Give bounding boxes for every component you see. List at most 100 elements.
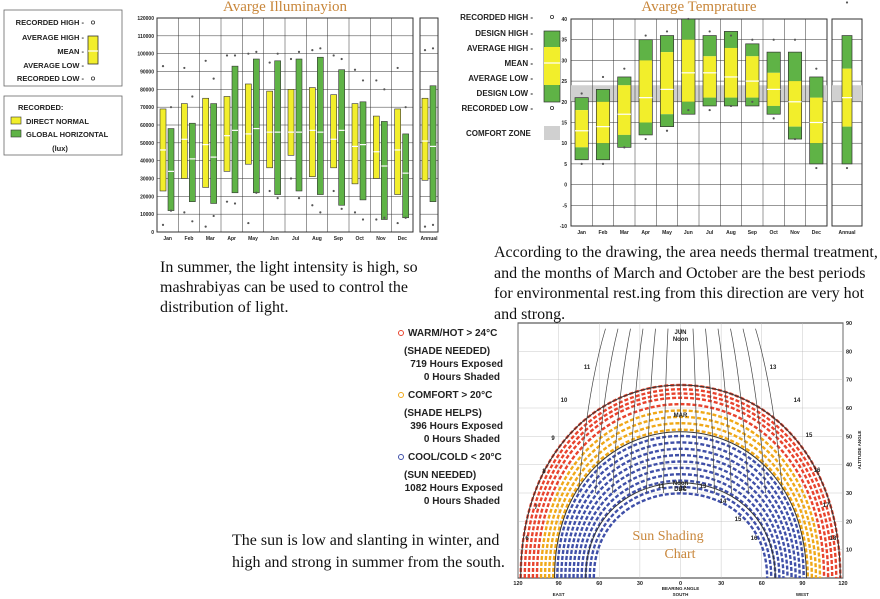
sunpath-hour-line — [755, 328, 783, 494]
direct-record-high — [204, 59, 207, 62]
global-horizontal-bar — [274, 60, 281, 195]
direct-normal-bar — [394, 108, 401, 195]
global-horizontal-bar — [295, 58, 303, 192]
temp-bar-middle — [639, 60, 653, 123]
sunpath-bearing-tick: 90 — [799, 581, 805, 587]
sunpath-hour-line — [730, 328, 749, 494]
sunpath-hour-label: 18 — [830, 536, 837, 542]
temp-bar-record-low — [580, 162, 583, 165]
temp-bar-record-high — [687, 17, 690, 21]
legend-average-low: AVERAGE LOW - — [23, 61, 84, 70]
sunpath-hour-line — [692, 328, 698, 494]
global-record-high — [340, 57, 343, 61]
temp-x-tick: Mar — [620, 230, 629, 236]
temp-bar-upper — [660, 35, 674, 53]
illum-legend-box-2 — [3, 95, 123, 156]
sunpath-altitude-tick: 20 — [846, 519, 852, 525]
temp-x-tick: May — [662, 230, 672, 236]
legend-mean: MEAN - — [57, 47, 84, 56]
sun-legend-shaded: 0 Hours Shaded — [424, 496, 500, 507]
sunpath-winter-hour-label: 13 — [700, 484, 707, 490]
sun-caption: The sun is low and slanting in winter, a… — [232, 532, 505, 571]
temp-bar-outline — [595, 89, 611, 161]
temp-bar-middle — [617, 85, 631, 135]
global-record-high — [297, 50, 301, 53]
sunpath-jun-noon-label: Noon — [673, 337, 689, 343]
legend-lux: (lux) — [52, 144, 68, 153]
temp-bar-upper — [617, 76, 631, 86]
illum-chart-title: Avarge Illuminayion — [223, 0, 347, 15]
sunpath-bearing-tick: 0 — [679, 581, 682, 587]
temp-bar-record-high — [665, 30, 669, 33]
legend-recorded-low-marker — [91, 76, 96, 81]
direct-record-high — [396, 66, 399, 70]
sunpath-altitude-label: ALTITUDE ANGLE — [857, 431, 862, 470]
direct-record-high — [247, 52, 250, 55]
direct-record-low — [311, 204, 314, 207]
temp-chart-title: Avarge Temprature — [641, 0, 756, 15]
temperature-caption: According to the drawing, the area needs… — [494, 244, 878, 323]
illum-y-tick: 40000 — [140, 159, 154, 165]
illum-y-tick: 120000 — [137, 16, 154, 22]
global-record-high — [383, 88, 386, 91]
temp-bar-middle — [575, 110, 589, 148]
temp-x-tick: Sep — [748, 230, 757, 236]
sun-legend-title: WARM/HOT > 24°C — [408, 328, 497, 339]
sunpath-bearing-tick: 60 — [759, 581, 765, 587]
temp-x-tick: Aug — [726, 230, 736, 236]
temp-bar-record-low — [644, 137, 647, 141]
temp-x-tick: Jul — [706, 230, 714, 236]
direct-normal-bar — [223, 96, 231, 172]
temp-legend-bar-yellow — [544, 47, 560, 85]
global-record-high — [233, 54, 237, 57]
temp-y-tick: -5 — [563, 203, 568, 209]
sunpath-hour-label: 9 — [551, 436, 555, 442]
global-record-low — [191, 220, 194, 223]
direct-annual-record-low — [423, 225, 427, 228]
illum-y-tick: 0 — [151, 230, 154, 236]
temp-bar-lower — [788, 126, 802, 140]
direct-normal-bar — [181, 103, 188, 179]
global-record-low — [255, 191, 258, 194]
sunpath-day-arc — [580, 473, 781, 579]
temp-bar-record-high — [644, 34, 647, 37]
sun-legend-marker — [398, 454, 404, 460]
direct-record-low — [225, 200, 229, 203]
temp-bar-record-low — [729, 104, 733, 108]
legend-recorded-heading: RECORDED: — [18, 103, 63, 112]
temp-x-tick: Jun — [684, 230, 693, 236]
illum-y-tick: 10000 — [140, 212, 154, 218]
sunpath-altitude-tick: 30 — [846, 491, 852, 497]
temp-bar-outline — [809, 76, 824, 165]
temp-bar-record-low — [665, 129, 669, 132]
direct-record-low — [289, 177, 293, 180]
sunpath-bearing-tick: 90 — [556, 581, 562, 587]
temp-legend-dot — [550, 106, 555, 111]
sunpath-hour-label: 13 — [770, 365, 777, 371]
direct-normal-bar — [330, 94, 337, 169]
temp-bar-record-low — [687, 108, 690, 112]
temp-bar-upper — [639, 39, 653, 61]
sunpath-hour-label: 17 — [823, 503, 830, 509]
direct-record-low — [268, 189, 271, 193]
global-record-low — [383, 216, 386, 219]
direct-normal-bar — [287, 89, 295, 156]
illum-y-tick: 30000 — [140, 177, 154, 183]
direct-record-high — [311, 49, 314, 52]
temp-y-tick: 10 — [561, 141, 567, 147]
sunpath-hour-line — [742, 328, 766, 494]
legend-recorded-low: RECORDED LOW - — [17, 74, 85, 83]
direct-record-high — [161, 65, 165, 68]
temp-bar-record-high — [751, 38, 754, 41]
illum-y-tick: 110000 — [138, 34, 155, 40]
direct-record-low — [375, 218, 378, 221]
direct-normal-bar — [245, 83, 252, 165]
sunpath-south-label: SOUTH — [673, 592, 689, 597]
temp-x-tick: Feb — [599, 230, 608, 236]
sunpath-hour-line — [646, 328, 656, 494]
sunpath-jun-label: JUN — [674, 330, 686, 336]
illum-y-tick: 70000 — [140, 105, 154, 111]
temp-bar-record-high — [793, 38, 797, 41]
sun-legend-title: COOL/COLD < 20°C — [408, 452, 502, 463]
sunpath-winter-hour-label: 15 — [735, 517, 742, 523]
